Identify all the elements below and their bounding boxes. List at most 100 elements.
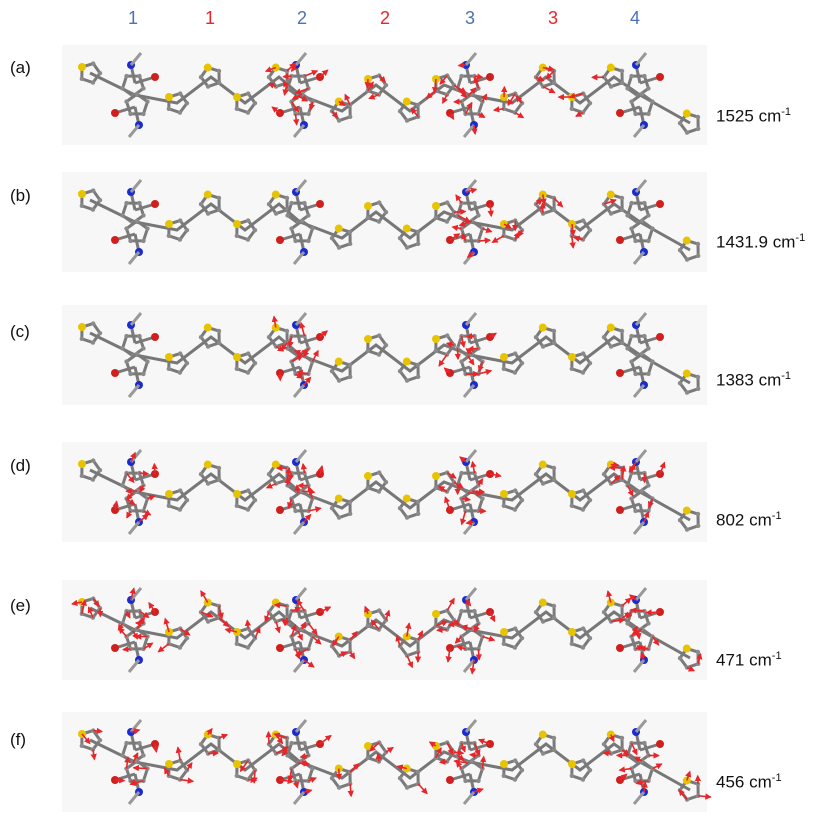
displacement-arrow xyxy=(478,112,486,119)
displacement-arrow xyxy=(148,601,156,613)
displacement-arrow xyxy=(465,348,473,355)
atom xyxy=(431,335,440,344)
displacement-arrow xyxy=(652,763,663,770)
atom xyxy=(619,80,625,85)
displacement-arrow xyxy=(573,235,584,242)
bond xyxy=(464,312,478,326)
atom xyxy=(587,635,593,641)
bond xyxy=(464,179,478,193)
displacement-arrow xyxy=(435,746,442,759)
atom xyxy=(446,776,454,784)
atom xyxy=(79,203,85,208)
row-background xyxy=(62,172,707,272)
atom xyxy=(431,202,440,211)
atom xyxy=(77,323,86,332)
atom xyxy=(608,344,614,349)
atom xyxy=(134,351,140,357)
atom xyxy=(97,70,103,76)
atom xyxy=(682,109,691,118)
bond xyxy=(634,312,648,326)
displacement-arrow xyxy=(517,229,524,238)
displacement-arrow xyxy=(514,111,525,119)
atom xyxy=(151,73,159,81)
atom xyxy=(625,213,630,218)
atom xyxy=(551,735,557,741)
displacement-arrow xyxy=(455,194,463,204)
bond xyxy=(294,179,308,193)
atom xyxy=(178,91,183,96)
displacement-arrow xyxy=(553,197,564,208)
displacement-arrow xyxy=(395,634,402,647)
atom xyxy=(293,238,298,244)
atom xyxy=(363,472,372,481)
atom xyxy=(128,238,133,244)
atom xyxy=(234,106,240,111)
atom xyxy=(580,777,586,782)
row-background xyxy=(62,305,707,405)
atom xyxy=(334,224,343,233)
atom xyxy=(682,644,691,653)
displacement-arrow xyxy=(438,354,448,367)
atom xyxy=(266,471,272,477)
displacement-arrow xyxy=(608,734,615,743)
bond xyxy=(292,521,306,535)
atom xyxy=(234,366,240,371)
atom xyxy=(619,735,625,741)
atom xyxy=(198,334,204,340)
displacement-arrow xyxy=(152,743,159,753)
displacement-arrow xyxy=(446,471,457,479)
atom xyxy=(404,118,410,123)
atom xyxy=(404,515,410,520)
displacement-arrow xyxy=(647,498,654,509)
atom xyxy=(141,753,146,758)
atom xyxy=(646,86,651,91)
displacement-arrow xyxy=(481,93,488,102)
displacement-arrow xyxy=(458,220,473,227)
atom xyxy=(284,195,290,201)
atom xyxy=(581,218,586,223)
atom xyxy=(198,201,204,207)
atom xyxy=(365,755,371,760)
atom xyxy=(336,245,342,250)
atom xyxy=(141,238,146,244)
atom xyxy=(587,360,593,366)
atom xyxy=(124,73,129,79)
atom xyxy=(137,73,142,79)
atom xyxy=(581,351,586,356)
atom xyxy=(629,99,634,104)
atom xyxy=(329,235,335,241)
atom xyxy=(137,470,142,476)
atom xyxy=(306,213,311,218)
atom xyxy=(128,111,133,117)
atom xyxy=(128,371,133,377)
displacement-arrow xyxy=(640,651,647,661)
frequency-label: 1431.9 cm-1 xyxy=(716,232,805,253)
displacement-arrow xyxy=(610,461,620,468)
atom xyxy=(383,342,389,348)
atom xyxy=(234,503,240,508)
displacement-arrow xyxy=(239,760,249,773)
displacement-arrow xyxy=(535,75,545,82)
displacement-arrow xyxy=(93,727,104,735)
atom xyxy=(336,515,342,520)
atom xyxy=(90,340,96,345)
displacement-arrow xyxy=(347,783,354,798)
displacement-arrow xyxy=(290,64,298,72)
displacement-arrow xyxy=(445,341,455,348)
bond xyxy=(294,312,308,326)
column-label: 1 xyxy=(127,8,138,28)
atom xyxy=(216,195,222,201)
atom xyxy=(402,357,411,366)
displacement-arrow xyxy=(447,620,458,628)
displacement-arrow xyxy=(431,78,439,94)
displacement-arrow xyxy=(635,645,644,652)
atom xyxy=(619,328,625,334)
displacement-arrow xyxy=(375,752,382,762)
displacement-arrow xyxy=(446,597,455,611)
atom xyxy=(682,506,691,515)
displacement-arrow xyxy=(304,69,319,77)
frequency-label: 802 cm-1 xyxy=(716,510,782,531)
displacement-arrow xyxy=(385,746,394,754)
atom xyxy=(650,99,655,104)
displacement-arrow xyxy=(507,93,516,106)
